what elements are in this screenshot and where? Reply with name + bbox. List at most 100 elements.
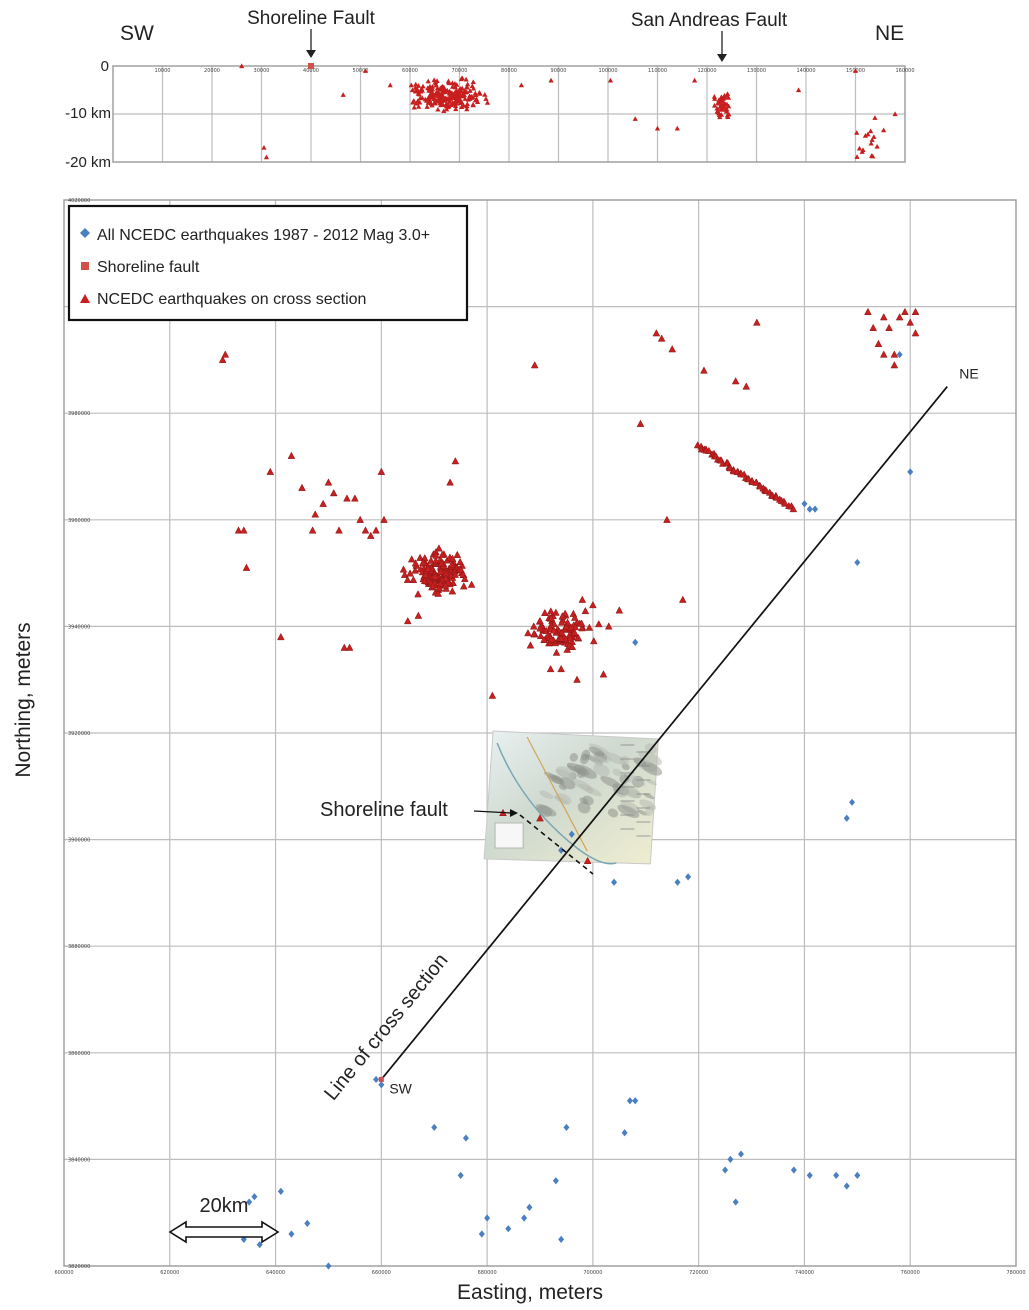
map-red-earthquake <box>578 595 587 603</box>
map-red-earthquake <box>424 564 432 572</box>
xs-earthquake-point <box>432 80 439 86</box>
xs-earthquake-point <box>716 112 722 118</box>
xs-earthquake-point <box>518 82 524 88</box>
inset-coastline <box>496 742 617 865</box>
shoreline-fault-annotation: Shoreline Fault <box>247 8 376 29</box>
map-red-earthquake <box>678 595 687 603</box>
map-red-earthquake <box>540 635 548 643</box>
map-y-tick: 3940000 <box>68 624 90 630</box>
map-red-earthquake <box>570 613 579 621</box>
map-red-earthquake <box>456 557 464 566</box>
map-blue-earthquake <box>727 1155 734 1163</box>
map-x-tick: 720000 <box>689 1270 708 1276</box>
scale-bar-arrow-icon <box>168 1220 280 1244</box>
inset-map-background <box>483 730 659 865</box>
xs-earthquake-point <box>458 76 464 82</box>
xs-earthquake-point <box>711 94 717 99</box>
xs-earthquake-point <box>408 82 414 88</box>
map-blue-earthquake <box>732 1198 739 1206</box>
cross-section-ne-label: NE <box>959 366 978 382</box>
xs-earthquake-point <box>892 111 898 117</box>
map-red-earthquake <box>399 565 408 573</box>
map-red-earthquake <box>380 515 388 523</box>
map-blue-earthquake <box>611 878 618 886</box>
cross-section-left-label: SW <box>120 22 154 45</box>
map-red-earthquake <box>419 558 427 566</box>
map-red-earthquake <box>573 675 581 683</box>
map-blue-earthquake <box>325 1262 332 1270</box>
map-blue-earthquake <box>843 1182 850 1190</box>
map-red-earthquake <box>411 559 420 567</box>
xs-earthquake-point <box>473 92 479 98</box>
map-red-earthquake <box>403 616 412 625</box>
map-x-tick: 600000 <box>54 1270 73 1276</box>
map-red-earthquake <box>416 553 424 561</box>
map-red-earthquake <box>558 612 567 620</box>
inset-relief <box>612 768 623 777</box>
xs-earthquake-point <box>425 78 431 84</box>
map-y-tick: 3900000 <box>68 838 90 844</box>
map-blue-earthquake <box>896 350 903 359</box>
map-red-earthquake <box>911 329 920 337</box>
map-y-tick: 3820000 <box>68 1264 90 1270</box>
xs-earthquake-point <box>415 83 422 88</box>
map-red-earthquake <box>277 632 285 641</box>
xs-earthquake-point <box>718 97 724 103</box>
xs-earthquake-point <box>445 104 451 110</box>
map-blue-earthquake <box>806 505 813 513</box>
map-red-earthquake <box>218 355 227 363</box>
xs-x-tick: 100000 <box>598 68 617 74</box>
map-red-earthquake <box>447 560 456 569</box>
map-frame <box>63 199 1017 1267</box>
map-blue-earthquake <box>256 1241 263 1249</box>
xs-earthquake-point <box>869 137 875 142</box>
map-red-earthquake <box>298 483 306 491</box>
map-red-earthquake <box>409 575 418 583</box>
xs-earthquake-point <box>483 96 489 101</box>
xs-earthquake-point <box>725 114 731 119</box>
depth-tick-0: 0 <box>101 58 109 75</box>
xs-earthquake-point <box>419 95 425 100</box>
map-red-earthquake <box>557 634 565 642</box>
map-red-earthquake <box>789 504 798 513</box>
map-blue-earthquake <box>854 558 861 567</box>
inset-relief <box>646 779 657 786</box>
map-blue-earthquake <box>563 1123 570 1132</box>
map-red-earthquake <box>585 623 594 631</box>
map-red-earthquake <box>557 664 565 673</box>
x-axis-label: Easting, meters <box>457 1281 603 1304</box>
scale-bar: 20km <box>168 1195 280 1244</box>
san-andreas-arrow-head <box>717 54 727 62</box>
map-blue-earthquake <box>251 1193 258 1201</box>
map-red-earthquake <box>599 670 608 678</box>
xs-earthquake-point <box>416 104 422 109</box>
xs-earthquake-point <box>387 82 393 88</box>
map-blue-earthquake <box>843 814 850 822</box>
map-red-earthquake <box>557 628 566 636</box>
map-blue-earthquake <box>558 1235 565 1243</box>
map-blue-earthquake <box>849 798 856 806</box>
map-red-earthquake <box>411 566 419 574</box>
inset-relief <box>643 792 655 800</box>
xs-earthquake-point <box>881 127 887 133</box>
map-blue-earthquake <box>722 1166 729 1174</box>
map-red-earthquake <box>319 499 327 507</box>
map-red-earthquake <box>636 419 645 427</box>
map-red-earthquake <box>287 451 296 459</box>
xs-earthquake-point <box>449 84 456 89</box>
map-red-earthquake <box>240 526 248 534</box>
xs-earthquake-point <box>463 76 469 82</box>
y-axis-label: Northing, meters <box>12 622 35 777</box>
xs-x-tick: 50000 <box>353 68 369 74</box>
legend-triangle-icon <box>80 294 90 303</box>
xs-earthquake-point <box>723 108 729 114</box>
map-red-earthquake <box>781 499 789 507</box>
xs-earthquake-point <box>424 104 430 109</box>
map-red-earthquake <box>356 515 364 523</box>
legend-box <box>67 204 469 322</box>
inset-relief <box>569 752 578 762</box>
map-x-tick: 660000 <box>372 1270 391 1276</box>
map-red-earthquake <box>705 446 713 454</box>
map-red-earthquake <box>446 478 454 486</box>
inset-locator-box <box>494 822 524 849</box>
